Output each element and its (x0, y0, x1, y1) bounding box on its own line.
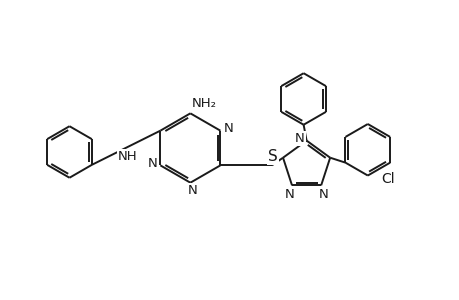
Text: N: N (223, 122, 233, 135)
Text: N: N (147, 157, 157, 170)
Text: N: N (294, 132, 304, 145)
Text: NH: NH (118, 150, 138, 163)
Text: N: N (187, 184, 197, 197)
Text: Cl: Cl (380, 172, 393, 185)
Text: N: N (285, 188, 294, 201)
Text: S: S (268, 149, 277, 164)
Text: NH₂: NH₂ (191, 97, 216, 110)
Text: N: N (318, 188, 327, 201)
